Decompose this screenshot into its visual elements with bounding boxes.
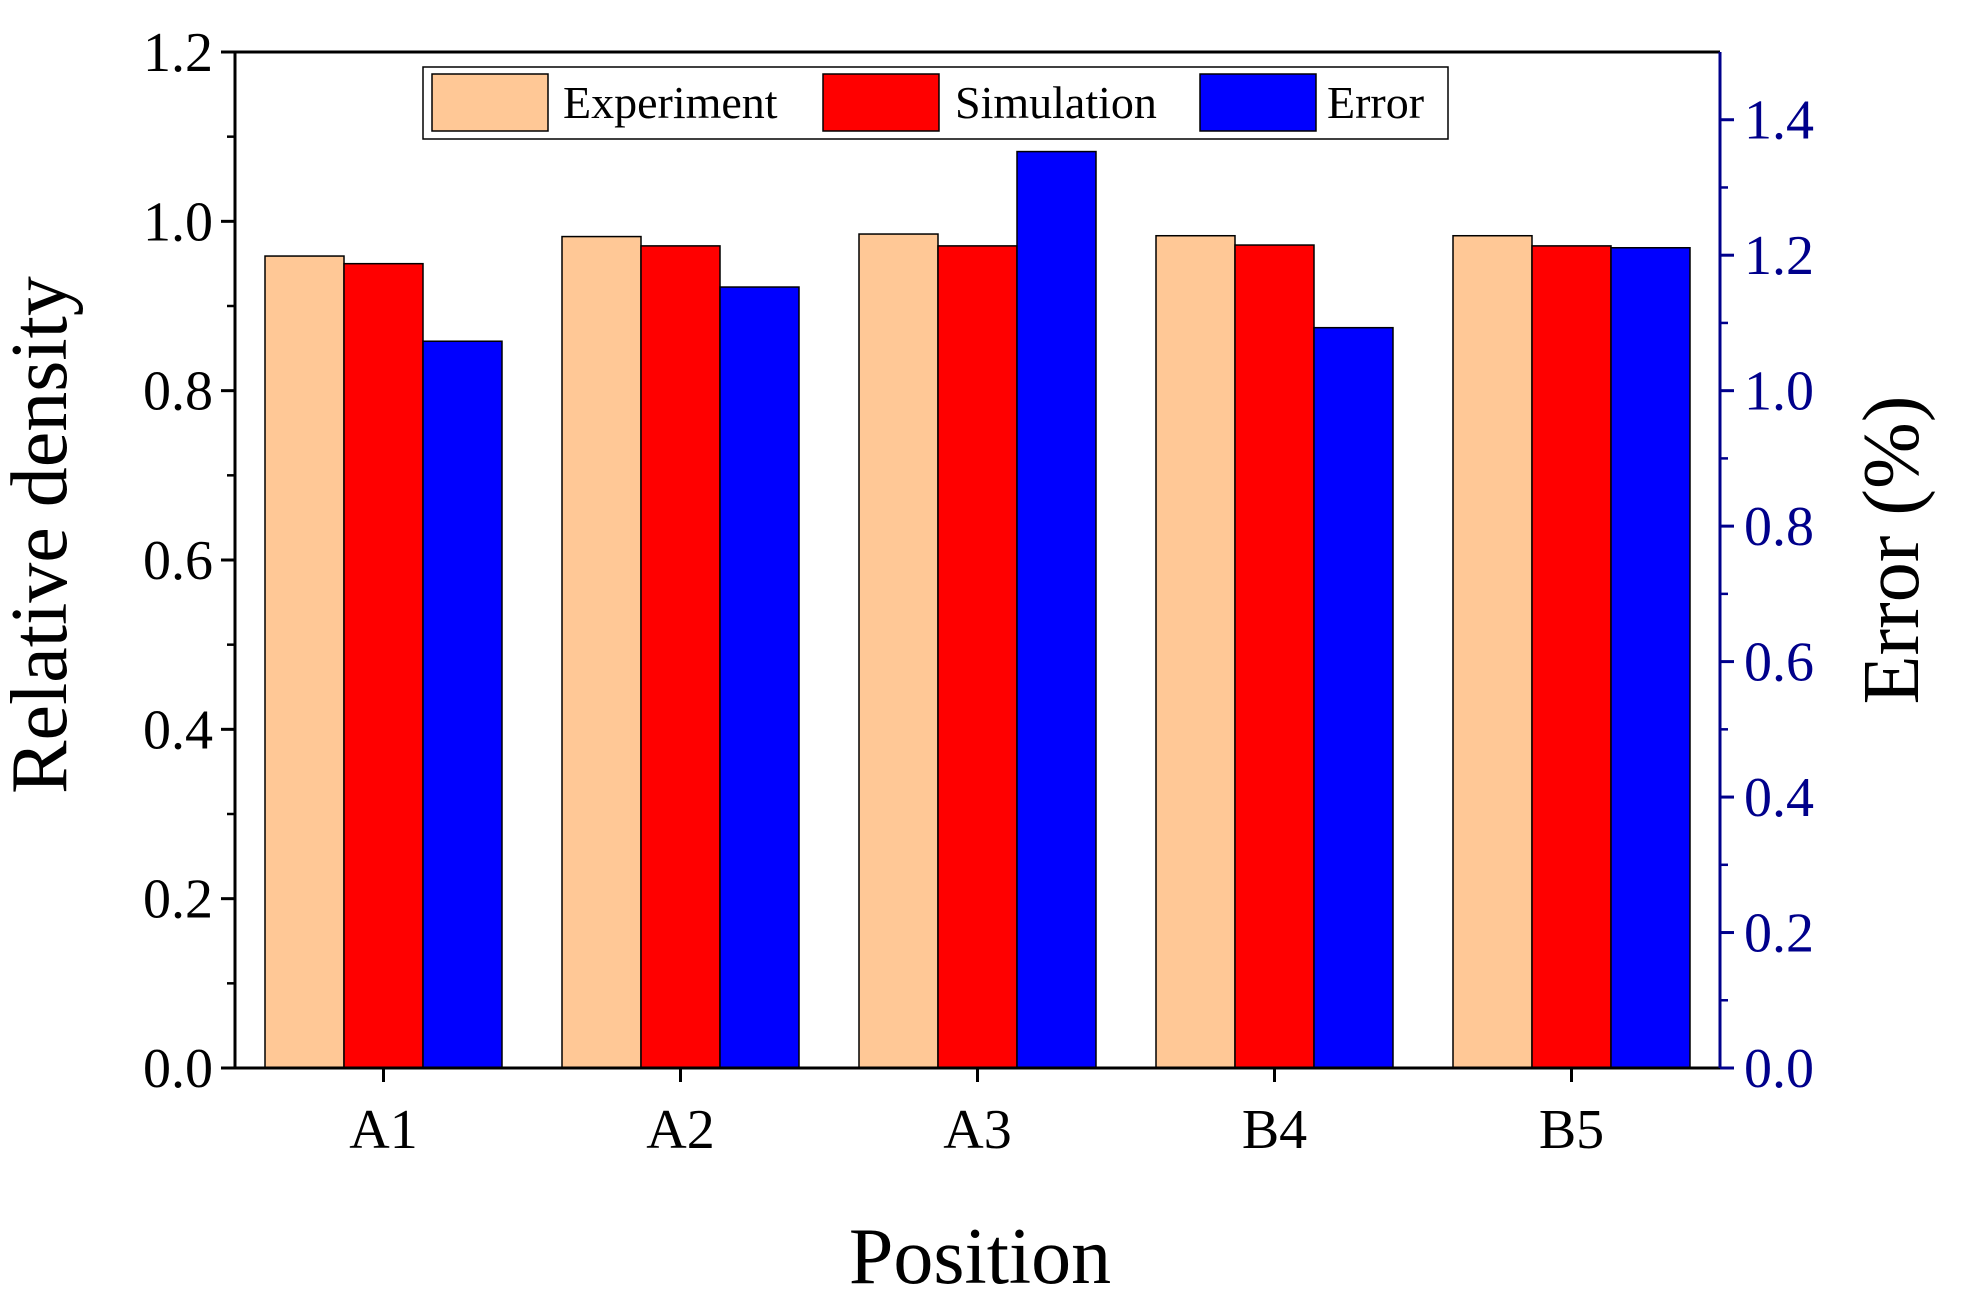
bar-error-a1 [422, 340, 503, 1069]
bar-simulation-b4 [1234, 244, 1315, 1069]
legend-swatch-error [1199, 73, 1317, 132]
legend: Experiment Simulation Error [422, 66, 1449, 140]
bar-experiment-b5 [1452, 234, 1533, 1069]
y2-tick-label: 1.0 [1744, 361, 1814, 423]
x-tick-label: A3 [943, 1099, 1011, 1161]
y-tick-label: 0.2 [143, 869, 213, 931]
bar-simulation-a1 [343, 262, 424, 1069]
y2-tick-label: 0.4 [1744, 767, 1814, 829]
y2-axis-title: Error (%) [1848, 396, 1936, 705]
legend-swatch-experiment [431, 73, 549, 132]
legend-label-error: Error [1327, 77, 1424, 128]
x-tick-label: B5 [1539, 1099, 1604, 1161]
x-tick-label: B4 [1242, 1099, 1307, 1161]
ticks-layer: 0.0 0.2 0.4 0.6 0.8 1.0 1.2 0.0 0.2 0.4 0.6 0.8 1.0 1… [143, 22, 1814, 1161]
y-tick-label: 1.0 [143, 191, 213, 253]
y2-tick-label: 0.0 [1744, 1038, 1814, 1100]
bar-experiment-a3 [858, 233, 939, 1069]
y-tick-label: 0.6 [143, 530, 213, 592]
y2-tick-label: 1.4 [1744, 90, 1814, 152]
bar-simulation-a3 [937, 245, 1018, 1069]
bar-error-b5 [1610, 246, 1691, 1069]
y-tick-label: 1.2 [143, 22, 213, 84]
y2-tick-label: 0.8 [1744, 496, 1814, 558]
y2-tick-label: 0.6 [1744, 632, 1814, 694]
bar-error-b4 [1313, 326, 1394, 1069]
bar-error-a3 [1016, 150, 1097, 1069]
bar-experiment-a1 [264, 255, 345, 1069]
bar-simulation-b5 [1531, 245, 1612, 1069]
legend-label-experiment: Experiment [563, 77, 778, 128]
legend-swatch-simulation [822, 73, 940, 132]
y-axis-title: Relative density [0, 276, 84, 794]
bar-experiment-b4 [1155, 234, 1236, 1069]
bars-layer [264, 150, 1691, 1069]
legend-label-simulation: Simulation [955, 77, 1157, 128]
x-tick-label: A1 [349, 1099, 417, 1161]
y-tick-label: 0.4 [143, 699, 213, 761]
y-tick-label: 0.0 [143, 1038, 213, 1100]
bar-experiment-a2 [561, 235, 642, 1069]
bar-error-a2 [719, 286, 800, 1069]
x-axis-title: Position [849, 1213, 1111, 1301]
bar-simulation-a2 [640, 245, 721, 1069]
y2-tick-label: 1.2 [1744, 225, 1814, 287]
y-tick-label: 0.8 [143, 361, 213, 423]
x-tick-label: A2 [646, 1099, 714, 1161]
y2-tick-label: 0.2 [1744, 903, 1814, 965]
